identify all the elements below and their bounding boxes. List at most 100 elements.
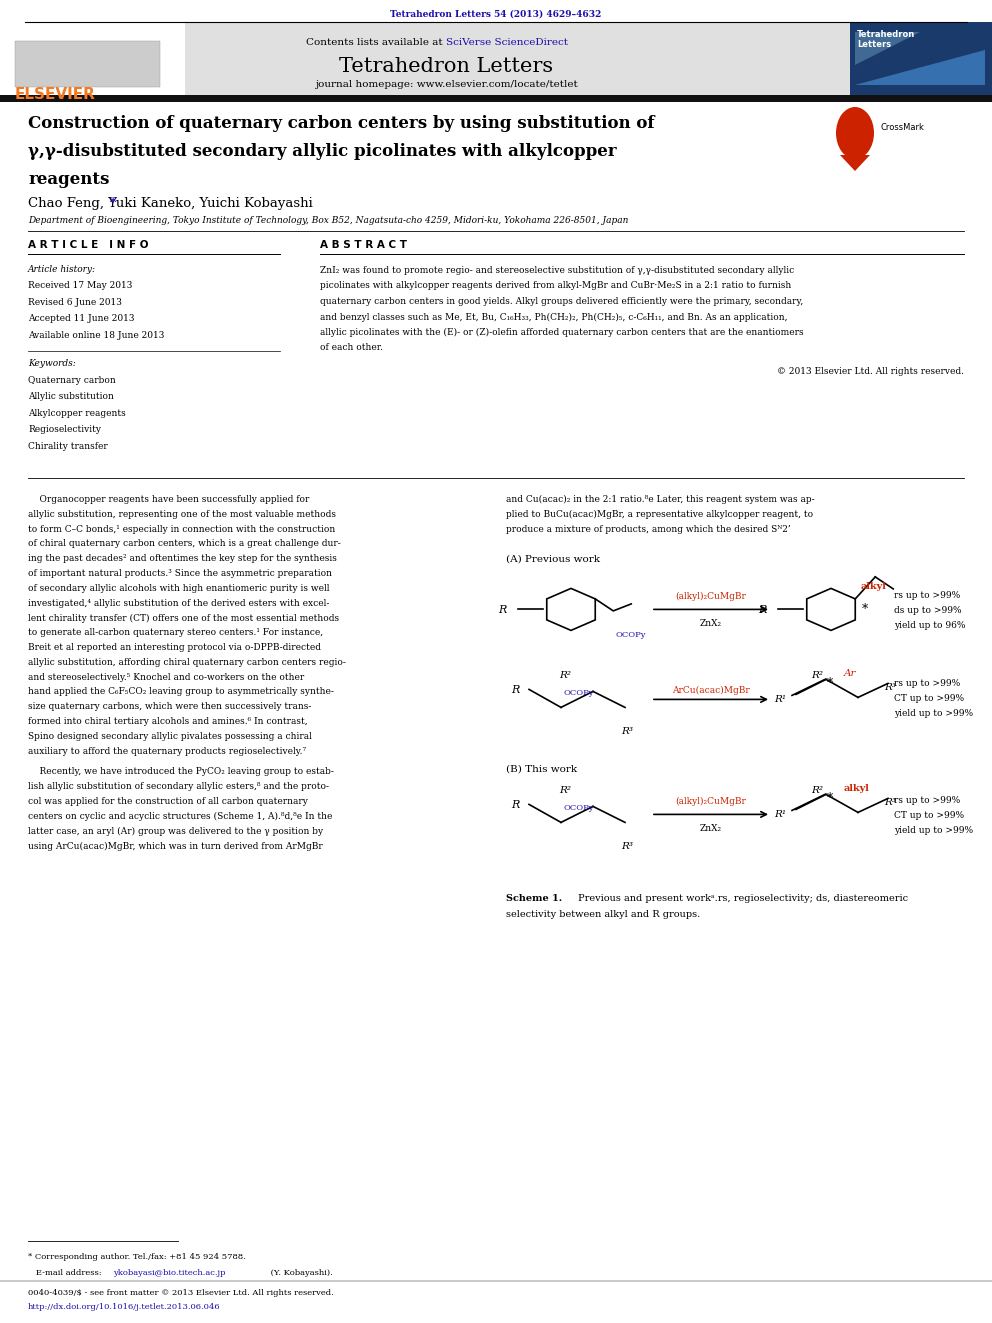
Text: and benzyl classes such as Me, Et, Bu, C₁₆H₃₃, Ph(CH₂)₂, Ph(CH₂)₅, c-C₆H₁₁, and : and benzyl classes such as Me, Et, Bu, C… xyxy=(320,312,788,321)
Bar xyxy=(15,41,160,87)
Text: R²: R² xyxy=(811,671,823,680)
Text: Tetrahedron Letters: Tetrahedron Letters xyxy=(339,57,554,75)
Text: Regioselectivity: Regioselectivity xyxy=(28,425,101,434)
Text: centers on cyclic and acyclic structures (Scheme 1, A).⁸d,⁸e In the: centers on cyclic and acyclic structures… xyxy=(28,812,332,822)
Bar xyxy=(850,22,992,95)
Text: *: * xyxy=(862,603,868,617)
Text: to form C–C bonds,¹ especially in connection with the construction: to form C–C bonds,¹ especially in connec… xyxy=(28,525,335,533)
Text: of chiral quaternary carbon centers, which is a great challenge dur-: of chiral quaternary carbon centers, whi… xyxy=(28,540,340,549)
Text: R²: R² xyxy=(811,786,823,795)
Text: rs up to >99%: rs up to >99% xyxy=(894,591,960,601)
Text: of important natural products.³ Since the asymmetric preparation: of important natural products.³ Since th… xyxy=(28,569,332,578)
Text: Ar: Ar xyxy=(844,669,856,679)
Text: * Corresponding author. Tel./fax: +81 45 924 5788.: * Corresponding author. Tel./fax: +81 45… xyxy=(28,1253,246,1261)
Text: Breit et al reported an interesting protocol via o-DPPB-directed: Breit et al reported an interesting prot… xyxy=(28,643,321,652)
Text: lent chirality transfer (CT) offers one of the most essential methods: lent chirality transfer (CT) offers one … xyxy=(28,614,339,623)
Text: quaternary carbon centers in good yields. Alkyl groups delivered efficiently wer: quaternary carbon centers in good yields… xyxy=(320,296,804,306)
Text: *: * xyxy=(105,197,117,210)
Text: ELSEVIER: ELSEVIER xyxy=(15,87,96,102)
Text: ZnX₂: ZnX₂ xyxy=(700,619,722,628)
Text: R¹: R¹ xyxy=(774,811,786,819)
Text: journal homepage: www.elsevier.com/locate/tetlet: journal homepage: www.elsevier.com/locat… xyxy=(314,81,577,90)
Text: R²: R² xyxy=(559,671,571,680)
Text: of each other.: of each other. xyxy=(320,344,383,352)
Text: Revised 6 June 2013: Revised 6 June 2013 xyxy=(28,298,122,307)
Text: formed into chiral tertiary alcohols and amines.⁶ In contrast,: formed into chiral tertiary alcohols and… xyxy=(28,717,308,726)
Text: (B) This work: (B) This work xyxy=(506,765,577,774)
Text: CT up to >99%: CT up to >99% xyxy=(894,811,964,820)
Text: produce a mixture of products, among which the desired Sᴺ2’: produce a mixture of products, among whi… xyxy=(506,525,791,533)
Text: alkyl: alkyl xyxy=(844,785,870,794)
Polygon shape xyxy=(855,50,985,85)
Bar xyxy=(0,95,992,102)
Text: Department of Bioengineering, Tokyo Institute of Technology, Box B52, Nagatsuta-: Department of Bioengineering, Tokyo Inst… xyxy=(28,216,628,225)
Text: http://dx.doi.org/10.1016/j.tetlet.2013.06.046: http://dx.doi.org/10.1016/j.tetlet.2013.… xyxy=(28,1303,220,1311)
Text: yield up to >99%: yield up to >99% xyxy=(894,709,973,718)
Text: A B S T R A C T: A B S T R A C T xyxy=(320,239,407,250)
Text: ZnX₂: ZnX₂ xyxy=(700,824,722,833)
Text: R³: R³ xyxy=(621,843,633,852)
Text: (alkyl)₂CuMgBr: (alkyl)₂CuMgBr xyxy=(676,796,746,806)
Text: (Y. Kobayashi).: (Y. Kobayashi). xyxy=(268,1269,332,1277)
Text: R: R xyxy=(511,800,520,811)
Text: Tetrahedron
Letters: Tetrahedron Letters xyxy=(857,30,916,49)
Text: (alkyl)₂CuMgBr: (alkyl)₂CuMgBr xyxy=(676,591,746,601)
Text: Alkylcopper reagents: Alkylcopper reagents xyxy=(28,409,126,418)
Text: lish allylic substitution of secondary allylic esters,⁸ and the proto-: lish allylic substitution of secondary a… xyxy=(28,782,329,791)
Text: R³: R³ xyxy=(884,798,896,807)
Text: Recently, we have introduced the PyCO₂ leaving group to estab-: Recently, we have introduced the PyCO₂ l… xyxy=(28,767,334,777)
Text: Received 17 May 2013: Received 17 May 2013 xyxy=(28,282,132,291)
Polygon shape xyxy=(840,155,870,171)
Text: © 2013 Elsevier Ltd. All rights reserved.: © 2013 Elsevier Ltd. All rights reserved… xyxy=(777,366,964,376)
Text: picolinates with alkylcopper reagents derived from alkyl-MgBr and CuBr·Me₂S in a: picolinates with alkylcopper reagents de… xyxy=(320,282,792,291)
Text: SciVerse ScienceDirect: SciVerse ScienceDirect xyxy=(446,38,568,48)
Text: Accepted 11 June 2013: Accepted 11 June 2013 xyxy=(28,315,135,324)
Text: R³: R³ xyxy=(621,728,633,737)
Text: OCOPy: OCOPy xyxy=(563,804,593,812)
Text: R³: R³ xyxy=(884,684,896,692)
Text: and Cu(acac)₂ in the 2:1 ratio.⁸e Later, this reagent system was ap-: and Cu(acac)₂ in the 2:1 ratio.⁸e Later,… xyxy=(506,495,814,504)
Text: selectivity between alkyl and R groups.: selectivity between alkyl and R groups. xyxy=(506,910,700,919)
Text: allylic picolinates with the (E)- or (Z)-olefin afforded quaternary carbon cente: allylic picolinates with the (E)- or (Z)… xyxy=(320,328,804,337)
Text: A R T I C L E   I N F O: A R T I C L E I N F O xyxy=(28,239,149,250)
Text: auxiliary to afford the quaternary products regioselectively.⁷: auxiliary to afford the quaternary produ… xyxy=(28,746,307,755)
Text: ArCu(acac)MgBr: ArCu(acac)MgBr xyxy=(673,685,750,695)
Text: Spino designed secondary allylic pivalates possessing a chiral: Spino designed secondary allylic pivalat… xyxy=(28,732,311,741)
Text: to generate all-carbon quaternary stereo centers.¹ For instance,: to generate all-carbon quaternary stereo… xyxy=(28,628,323,638)
Text: reagents: reagents xyxy=(28,171,109,188)
Text: ing the past decades² and oftentimes the key step for the synthesis: ing the past decades² and oftentimes the… xyxy=(28,554,337,564)
Text: of secondary allylic alcohols with high enantiomeric purity is well: of secondary allylic alcohols with high … xyxy=(28,583,329,593)
Text: 0040-4039/$ - see front matter © 2013 Elsevier Ltd. All rights reserved.: 0040-4039/$ - see front matter © 2013 El… xyxy=(28,1289,333,1297)
Text: Article history:: Article history: xyxy=(28,265,96,274)
Text: Quaternary carbon: Quaternary carbon xyxy=(28,376,116,385)
Text: using ArCu(acac)MgBr, which was in turn derived from ArMgBr: using ArCu(acac)MgBr, which was in turn … xyxy=(28,841,322,851)
Text: R: R xyxy=(511,685,520,696)
Text: E-mail address:: E-mail address: xyxy=(28,1269,104,1277)
Text: and stereoselectively.⁵ Knochel and co-workers on the other: and stereoselectively.⁵ Knochel and co-w… xyxy=(28,672,305,681)
Text: Scheme 1.: Scheme 1. xyxy=(506,894,565,904)
Text: OCOPy: OCOPy xyxy=(615,631,646,639)
Text: allylic substitution, affording chiral quaternary carbon centers regio-: allylic substitution, affording chiral q… xyxy=(28,658,346,667)
Text: R²: R² xyxy=(559,786,571,795)
Text: Tetrahedron Letters 54 (2013) 4629–4632: Tetrahedron Letters 54 (2013) 4629–4632 xyxy=(390,11,602,19)
Text: Chao Feng, Yuki Kaneko, Yuichi Kobayashi: Chao Feng, Yuki Kaneko, Yuichi Kobayashi xyxy=(28,197,312,210)
Text: ds up to >99%: ds up to >99% xyxy=(894,606,961,615)
Text: γ,γ-disubstituted secondary allylic picolinates with alkylcopper: γ,γ-disubstituted secondary allylic pico… xyxy=(28,143,617,160)
Text: rs up to >99%: rs up to >99% xyxy=(894,680,960,688)
Ellipse shape xyxy=(836,107,874,159)
Text: Construction of quaternary carbon centers by using substitution of: Construction of quaternary carbon center… xyxy=(28,115,655,132)
Text: size quaternary carbons, which were then successively trans-: size quaternary carbons, which were then… xyxy=(28,703,311,712)
Text: investigated,⁴ allylic substitution of the derived esters with excel-: investigated,⁴ allylic substitution of t… xyxy=(28,598,329,607)
Text: *: * xyxy=(827,677,833,691)
Text: R¹: R¹ xyxy=(774,696,786,704)
Text: hand applied the C₆F₅CO₂ leaving group to asymmetrically synthe-: hand applied the C₆F₅CO₂ leaving group t… xyxy=(28,688,334,696)
Text: *: * xyxy=(827,792,833,806)
Text: Chirality transfer: Chirality transfer xyxy=(28,442,108,451)
Text: alkyl: alkyl xyxy=(860,582,886,591)
Text: (A) Previous work: (A) Previous work xyxy=(506,554,600,564)
Text: Contents lists available at: Contents lists available at xyxy=(307,38,446,48)
Bar xyxy=(0,22,185,95)
Text: col was applied for the construction of all carbon quaternary: col was applied for the construction of … xyxy=(28,796,308,806)
Bar xyxy=(185,22,850,95)
Text: yield up to 96%: yield up to 96% xyxy=(894,622,965,630)
